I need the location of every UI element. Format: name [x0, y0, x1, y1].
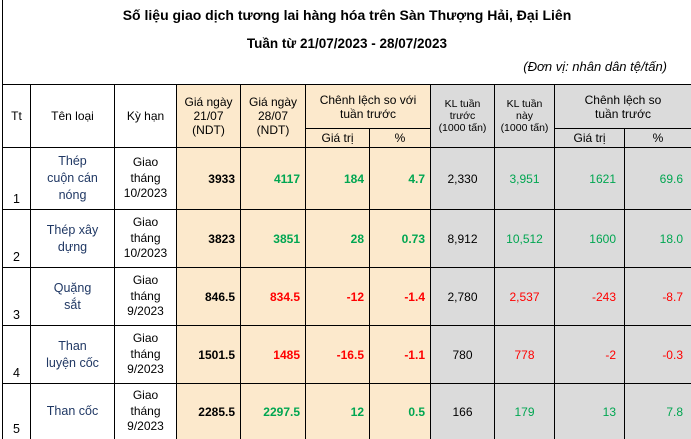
page-subtitle: Tuần từ 21/07/2023 - 28/07/2023 — [246, 36, 448, 51]
cell-volume-prev: 8,912 — [430, 209, 495, 268]
cell-price-2107: 2285.5 — [176, 383, 241, 439]
cell-week-diff-value: 28 — [305, 209, 370, 268]
cell-price-2807: 1485 — [240, 325, 306, 384]
cell-week-diff-value: 12 — [305, 383, 370, 439]
cell-commodity-name: Thép xây dựng — [30, 209, 115, 268]
cell-volume-diff-value: 1621 — [554, 147, 625, 210]
col-header-ky-han: Kỳ hạn — [114, 84, 177, 148]
cell-volume-diff-pct: 7.8 — [624, 383, 691, 439]
cell-price-2107: 846.5 — [176, 267, 241, 326]
cell-price-2807: 4117 — [240, 147, 306, 210]
col-header-kl-tuan-truoc: KL tuần trước (1000 tấn) — [430, 84, 495, 148]
cell-price-2107: 3823 — [176, 209, 241, 268]
cell-index: 1 — [2, 147, 31, 210]
cell-week-diff-pct: -1.4 — [369, 267, 431, 326]
cell-term: Giao tháng 10/2023 — [114, 147, 177, 210]
cell-price-2807: 3851 — [240, 209, 306, 268]
cell-volume-diff-value: 13 — [554, 383, 625, 439]
cell-volume-diff-pct: 18.0 — [624, 209, 691, 268]
col-header-chenh-lech-so-tuan-truoc: Chênh lệch so tuần trước — [554, 84, 691, 129]
cell-commodity-name: Than luyện cốc — [30, 325, 115, 384]
col-header-gia-2107: Giá ngày 21/07 (NDT) — [176, 84, 241, 148]
cell-week-diff-pct: 0.5 — [369, 383, 431, 439]
cell-volume-prev: 166 — [430, 383, 495, 439]
cell-index: 2 — [2, 209, 31, 268]
col-header-chenh-lech-voi-tuan-truoc: Chênh lệch so với tuần trước — [305, 84, 431, 129]
cell-volume-this: 3,951 — [494, 147, 555, 210]
cell-volume-prev: 780 — [430, 325, 495, 384]
cell-term: Giao tháng 9/2023 — [114, 383, 177, 439]
cell-week-diff-pct: -1.1 — [369, 325, 431, 384]
cell-week-diff-pct: 4.7 — [369, 147, 431, 210]
cell-price-2807: 2297.5 — [240, 383, 306, 439]
table-row: 2 Thép xây dựng Giao tháng 10/2023 3823 … — [2, 209, 691, 268]
table-body: 1 Thép cuộn cán nóng Giao tháng 10/2023 … — [2, 147, 691, 439]
table-row: 1 Thép cuộn cán nóng Giao tháng 10/2023 … — [2, 147, 691, 210]
cell-price-2807: 834.5 — [240, 267, 306, 326]
unit-note: (Đơn vị: nhân dân tệ/tấn) — [523, 59, 667, 74]
subheader-gia-tri-2: Giá trị — [554, 128, 625, 148]
subheader-gia-tri: Giá trị — [305, 128, 370, 148]
table-row: 4 Than luyện cốc Giao tháng 9/2023 1501.… — [2, 325, 691, 384]
col-header-ten-loai: Tên loại — [30, 84, 115, 148]
cell-price-2107: 1501.5 — [176, 325, 241, 384]
cell-week-diff-value: 184 — [305, 147, 370, 210]
cell-term: Giao tháng 9/2023 — [114, 325, 177, 384]
cell-volume-prev: 2,330 — [430, 147, 495, 210]
cell-volume-this: 778 — [494, 325, 555, 384]
cell-commodity-name: Quặng sắt — [30, 267, 115, 326]
table-header: Tt Tên loại Kỳ hạn Giá ngày 21/07 (NDT) … — [2, 84, 691, 148]
table-row: 3 Quặng sắt Giao tháng 9/2023 846.5 834.… — [2, 267, 691, 326]
cell-index: 3 — [2, 267, 31, 326]
col-header-kl-tuan-nay: KL tuần này (1000 tấn) — [494, 84, 555, 148]
cell-volume-diff-value: 1600 — [554, 209, 625, 268]
cell-volume-this: 179 — [494, 383, 555, 439]
cell-price-2107: 3933 — [176, 147, 241, 210]
col-header-tt: Tt — [2, 84, 31, 148]
cell-commodity-name: Than cốc — [30, 383, 115, 439]
cell-week-diff-pct: 0.73 — [369, 209, 431, 268]
cell-volume-diff-pct: -8.7 — [624, 267, 691, 326]
cell-volume-diff-value: -243 — [554, 267, 625, 326]
table-row: 5 Than cốc Giao tháng 9/2023 2285.5 2297… — [2, 383, 691, 439]
cell-term: Giao tháng 10/2023 — [114, 209, 177, 268]
subheader-pct: % — [369, 128, 431, 148]
cell-volume-this: 2,537 — [494, 267, 555, 326]
cell-volume-prev: 2,780 — [430, 267, 495, 326]
cell-term: Giao tháng 9/2023 — [114, 267, 177, 326]
cell-week-diff-value: -12 — [305, 267, 370, 326]
cell-index: 5 — [2, 383, 31, 439]
cell-volume-diff-pct: 69.6 — [624, 147, 691, 210]
cell-volume-diff-value: -2 — [554, 325, 625, 384]
cell-volume-this: 10,512 — [494, 209, 555, 268]
futures-table: Tt Tên loại Kỳ hạn Giá ngày 21/07 (NDT) … — [2, 84, 691, 439]
cell-index: 4 — [2, 325, 31, 384]
cell-week-diff-value: -16.5 — [305, 325, 370, 384]
cell-commodity-name: Thép cuộn cán nóng — [30, 147, 115, 210]
cell-volume-diff-pct: -0.3 — [624, 325, 691, 384]
col-header-gia-2807: Giá ngày 28/07 (NDT) — [240, 84, 306, 148]
title-block: Số liệu giao dịch tương lai hàng hóa trê… — [2, 0, 691, 84]
page-title: Số liệu giao dịch tương lai hàng hóa trê… — [122, 7, 572, 23]
subheader-pct-2: % — [624, 128, 691, 148]
